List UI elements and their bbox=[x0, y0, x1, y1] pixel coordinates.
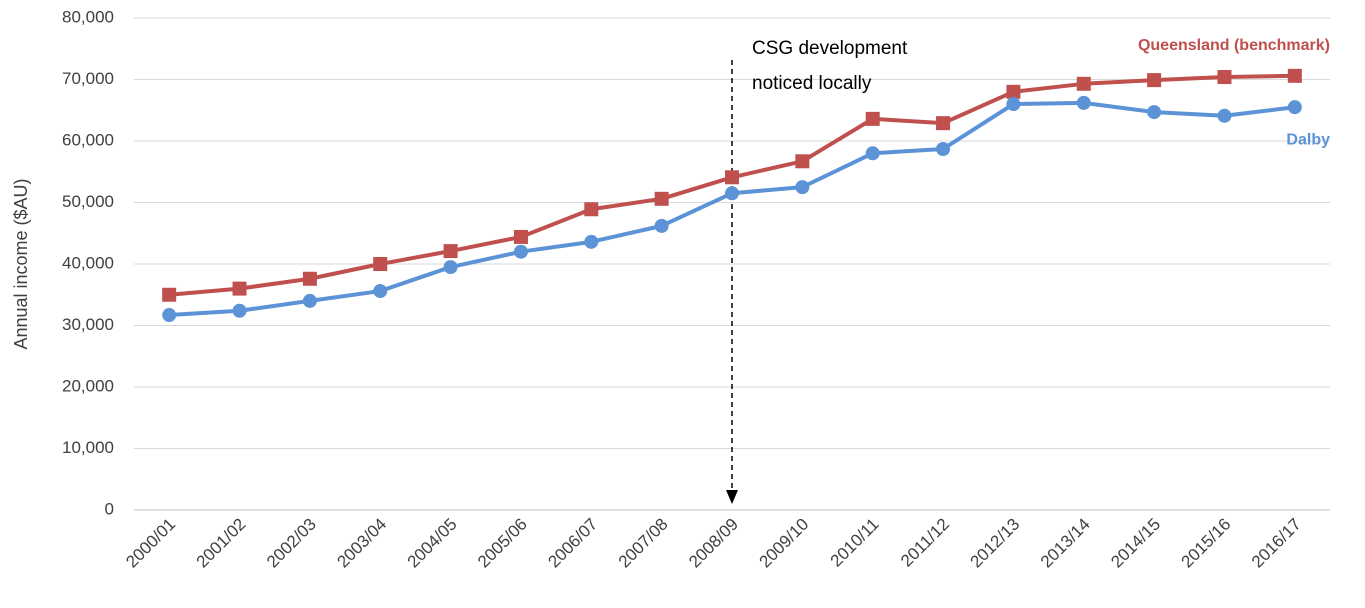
marker bbox=[232, 303, 247, 318]
marker bbox=[1217, 70, 1232, 85]
x-tick-label: 2005/06 bbox=[474, 515, 531, 572]
marker bbox=[1287, 100, 1302, 115]
series-label: Queensland (benchmark) bbox=[1138, 37, 1330, 54]
x-tick-label: 2013/14 bbox=[1037, 515, 1094, 572]
y-tick-label: 30,000 bbox=[62, 315, 114, 334]
marker bbox=[1006, 84, 1021, 99]
marker bbox=[513, 229, 528, 244]
y-tick-label: 60,000 bbox=[62, 130, 114, 149]
marker bbox=[795, 180, 810, 195]
marker bbox=[373, 257, 388, 271]
marker bbox=[1287, 68, 1302, 83]
annotation-text: noticed locally bbox=[752, 73, 872, 94]
x-tick-label: 2008/09 bbox=[685, 515, 742, 572]
marker bbox=[1217, 108, 1232, 123]
series-label: Dalby bbox=[1286, 131, 1330, 148]
marker bbox=[584, 202, 599, 217]
x-tick-label: 2000/01 bbox=[122, 515, 179, 572]
y-tick-label: 80,000 bbox=[62, 7, 114, 26]
x-tick-label: 2016/17 bbox=[1248, 515, 1305, 572]
marker bbox=[1076, 76, 1091, 91]
x-tick-label: 2002/03 bbox=[263, 515, 320, 572]
x-tick-label: 2012/13 bbox=[967, 515, 1024, 572]
marker bbox=[513, 244, 528, 259]
marker bbox=[302, 271, 317, 286]
marker bbox=[584, 234, 599, 249]
annotation-text: CSG development bbox=[752, 38, 908, 59]
marker bbox=[232, 281, 247, 296]
marker bbox=[936, 141, 951, 156]
x-tick-label: 2007/08 bbox=[615, 515, 672, 572]
marker bbox=[1006, 97, 1021, 112]
marker bbox=[162, 308, 177, 323]
x-tick-label: 2004/05 bbox=[404, 515, 461, 572]
y-tick-label: 0 bbox=[105, 499, 114, 518]
x-tick-label: 2010/11 bbox=[827, 515, 883, 571]
marker bbox=[1147, 73, 1162, 88]
marker bbox=[725, 170, 739, 185]
marker bbox=[162, 287, 177, 302]
x-tick-label: 2001/02 bbox=[193, 515, 250, 572]
y-axis-label: Annual income ($AU) bbox=[11, 178, 31, 349]
arrow-head bbox=[726, 490, 738, 504]
y-tick-label: 50,000 bbox=[62, 192, 114, 211]
marker bbox=[1076, 95, 1091, 110]
marker bbox=[795, 154, 810, 169]
marker bbox=[865, 111, 880, 126]
marker bbox=[725, 186, 739, 201]
marker bbox=[654, 191, 669, 206]
x-tick-label: 2014/15 bbox=[1107, 515, 1164, 572]
y-tick-label: 40,000 bbox=[62, 253, 114, 272]
marker bbox=[443, 260, 458, 275]
marker bbox=[373, 284, 388, 299]
marker bbox=[936, 116, 951, 131]
y-tick-label: 10,000 bbox=[62, 438, 114, 457]
marker bbox=[443, 244, 458, 259]
marker bbox=[654, 218, 669, 233]
x-tick-label: 2006/07 bbox=[544, 515, 601, 572]
x-tick-label: 2015/16 bbox=[1178, 515, 1235, 572]
x-tick-label: 2009/10 bbox=[755, 515, 812, 572]
marker bbox=[1147, 105, 1162, 120]
x-tick-label: 2011/12 bbox=[897, 515, 953, 571]
marker bbox=[302, 293, 317, 308]
x-tick-label: 2003/04 bbox=[333, 515, 390, 572]
y-tick-label: 20,000 bbox=[62, 376, 114, 395]
marker bbox=[865, 146, 880, 161]
y-tick-label: 70,000 bbox=[62, 69, 114, 88]
